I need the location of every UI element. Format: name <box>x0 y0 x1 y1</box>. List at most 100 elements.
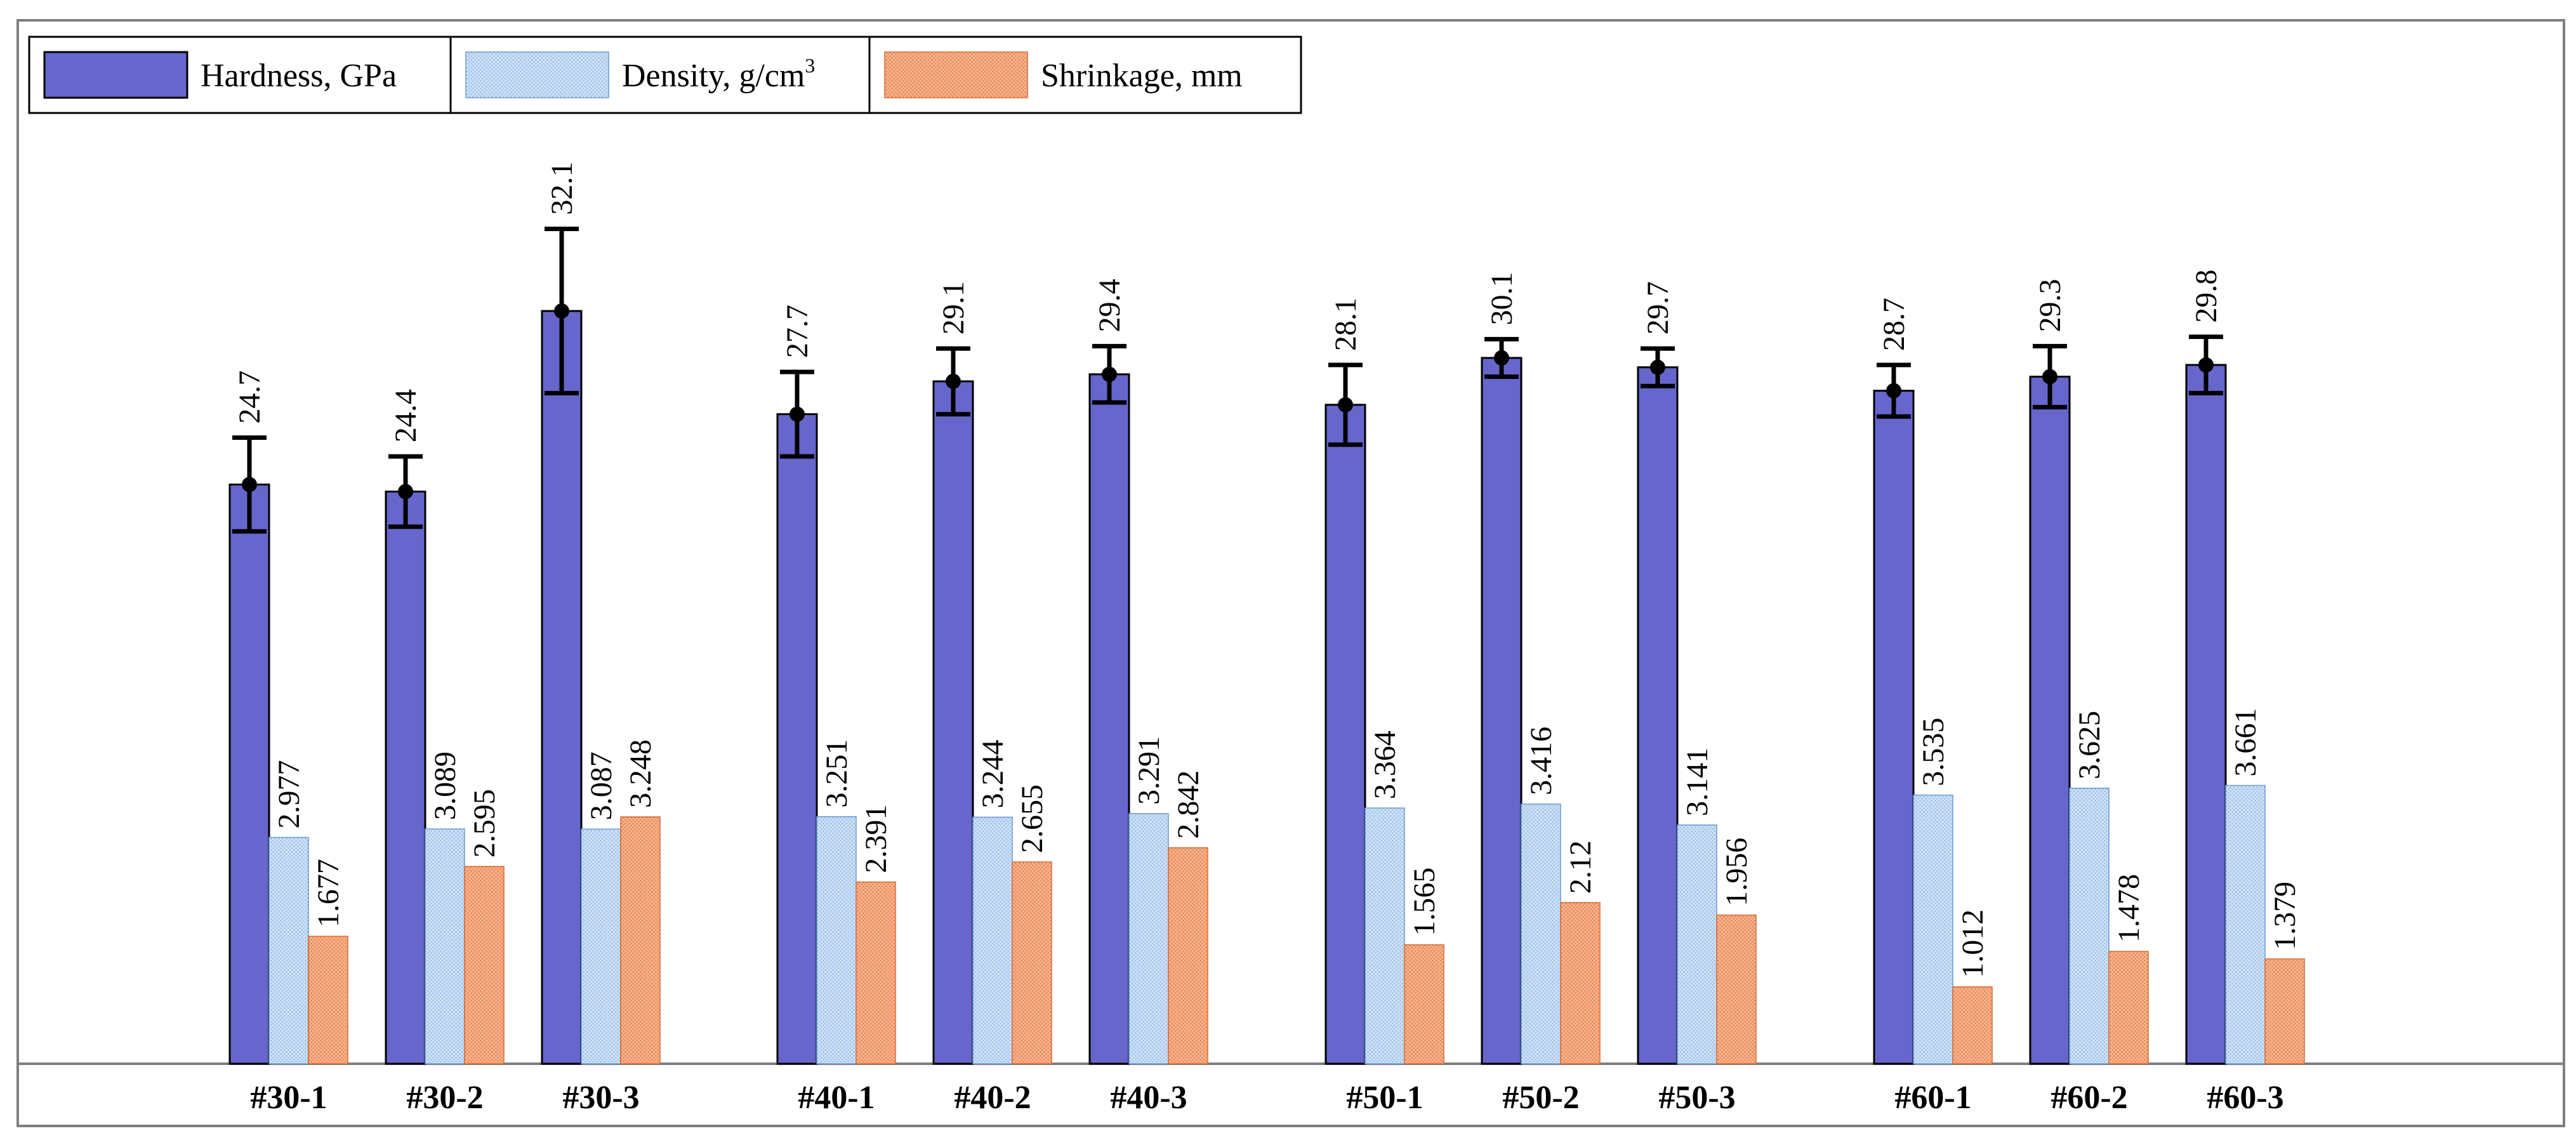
bar-hardness-50-1 <box>1324 404 1366 1065</box>
data-label-density-40-2: 3.244 <box>976 739 1010 808</box>
legend-item-density: Density, g/cm3 <box>449 36 871 114</box>
bar-hardness-60-3 <box>2185 364 2227 1065</box>
legend-label: Hardness, GPa <box>201 58 397 94</box>
data-label-hardness-30-3: 32.1 <box>545 162 579 215</box>
bar-hardness-40-2 <box>932 380 974 1065</box>
mean-marker-30-3 <box>554 303 569 319</box>
data-label-density-30-3: 3.087 <box>585 751 618 820</box>
data-label-shrinkage-30-3: 3.248 <box>624 739 657 808</box>
bar-hardness-40-3 <box>1088 373 1130 1065</box>
bar-density-50-1 <box>1364 807 1405 1064</box>
data-label-hardness-40-2: 29.1 <box>937 281 970 334</box>
data-label-density-30-1: 2.977 <box>272 760 306 828</box>
bar-density-60-2 <box>2069 788 2110 1064</box>
bar-density-50-2 <box>1521 804 1561 1064</box>
bar-density-60-1 <box>1913 794 1953 1064</box>
legend-label: Density, g/cm3 <box>622 54 815 94</box>
data-label-hardness-50-3: 29.7 <box>1641 281 1675 334</box>
bar-density-40-3 <box>1128 813 1169 1064</box>
chart-frame <box>17 19 2565 1127</box>
mean-marker-40-1 <box>789 406 805 422</box>
data-label-hardness-30-1: 24.7 <box>233 371 267 424</box>
x-tick-label-40-2: #40-2 <box>954 1080 1031 1116</box>
bar-hardness-30-1 <box>228 483 270 1065</box>
data-label-shrinkage-50-2: 2.12 <box>1564 840 1597 894</box>
bar-shrinkage-30-3 <box>620 816 661 1064</box>
x-tick-label-30-3: #30-3 <box>562 1080 639 1116</box>
legend-label-superscript: 3 <box>805 54 815 77</box>
bar-hardness-60-1 <box>1873 390 1915 1065</box>
mean-marker-50-3 <box>1650 359 1665 375</box>
bar-shrinkage-60-2 <box>2108 951 2149 1064</box>
bar-density-30-3 <box>581 828 621 1064</box>
data-label-shrinkage-30-2: 2.595 <box>468 789 501 857</box>
x-tick-label-40-3: #40-3 <box>1110 1080 1187 1116</box>
data-label-density-50-3: 3.141 <box>1681 748 1714 816</box>
data-label-hardness-60-2: 29.3 <box>2033 279 2067 332</box>
data-label-hardness-50-2: 30.1 <box>1485 272 1519 325</box>
bar-hardness-60-2 <box>2029 375 2071 1065</box>
bar-shrinkage-60-3 <box>2264 958 2305 1064</box>
bar-shrinkage-50-1 <box>1404 944 1444 1064</box>
bar-shrinkage-40-1 <box>855 881 896 1064</box>
data-label-shrinkage-40-2: 2.655 <box>1015 784 1049 853</box>
bar-shrinkage-40-3 <box>1168 847 1208 1064</box>
data-label-shrinkage-60-2: 1.478 <box>2112 874 2146 943</box>
x-tick-label-30-1: #30-1 <box>250 1080 327 1116</box>
data-label-density-50-1: 3.364 <box>1368 731 1402 799</box>
data-label-density-60-1: 3.535 <box>1917 718 1950 786</box>
data-label-hardness-60-1: 28.7 <box>1877 298 1911 351</box>
bar-hardness-30-3 <box>541 310 583 1065</box>
x-tick-label-60-2: #60-2 <box>2051 1080 2127 1116</box>
legend-item-hardness: Hardness, GPa <box>28 36 452 114</box>
data-label-shrinkage-40-3: 2.842 <box>1172 771 1205 839</box>
bar-density-50-3 <box>1677 824 1717 1064</box>
data-label-hardness-60-3: 29.8 <box>2190 270 2223 323</box>
bar-hardness-30-2 <box>385 490 426 1065</box>
mean-marker-50-1 <box>1338 397 1353 413</box>
data-label-shrinkage-60-1: 1.012 <box>1956 910 1990 978</box>
data-label-density-50-2: 3.416 <box>1524 727 1558 795</box>
data-label-density-60-3: 3.661 <box>2229 708 2262 777</box>
legend-swatch <box>884 51 1028 98</box>
bar-density-40-2 <box>972 816 1013 1064</box>
bar-density-30-1 <box>268 837 309 1064</box>
x-tick-label-60-1: #60-1 <box>1894 1080 1971 1116</box>
bar-density-30-2 <box>425 828 465 1064</box>
mean-marker-30-1 <box>242 477 257 493</box>
legend-swatch <box>465 51 609 98</box>
mean-marker-60-3 <box>2198 357 2214 373</box>
bar-shrinkage-60-1 <box>1952 986 1993 1064</box>
mean-marker-60-1 <box>1886 383 1901 399</box>
bar-hardness-50-2 <box>1481 357 1522 1065</box>
data-label-density-40-1: 3.251 <box>820 739 854 808</box>
data-label-hardness-50-1: 28.1 <box>1329 298 1363 351</box>
bar-shrinkage-30-1 <box>308 936 348 1064</box>
data-label-density-60-2: 3.625 <box>2073 711 2106 779</box>
bar-hardness-40-1 <box>776 413 818 1065</box>
legend-item-shrinkage: Shrinkage, mm <box>868 36 1302 114</box>
data-label-shrinkage-30-1: 1.677 <box>312 859 345 927</box>
data-label-density-30-2: 3.089 <box>428 751 462 820</box>
bar-density-40-1 <box>816 816 857 1064</box>
data-label-hardness-30-2: 24.4 <box>389 389 423 442</box>
data-label-shrinkage-50-3: 1.956 <box>1720 838 1754 906</box>
mean-marker-60-2 <box>2042 369 2057 385</box>
x-tick-label-60-3: #60-3 <box>2207 1080 2283 1116</box>
legend-swatch <box>43 51 188 99</box>
data-label-hardness-40-3: 29.4 <box>1093 279 1126 332</box>
bar-density-60-3 <box>2225 784 2266 1064</box>
bar-shrinkage-50-2 <box>1560 902 1601 1064</box>
bar-hardness-50-3 <box>1637 366 1679 1065</box>
bar-shrinkage-40-2 <box>1012 861 1052 1064</box>
mean-marker-30-2 <box>398 484 413 500</box>
data-label-shrinkage-40-1: 2.391 <box>859 805 893 873</box>
legend-label: Shrinkage, mm <box>1041 58 1243 94</box>
x-tick-label-50-3: #50-3 <box>1658 1080 1735 1116</box>
data-label-shrinkage-50-1: 1.565 <box>1408 868 1441 936</box>
bar-shrinkage-30-2 <box>464 866 505 1064</box>
x-tick-label-30-2: #30-2 <box>406 1080 483 1116</box>
mean-marker-40-2 <box>946 373 961 389</box>
data-label-density-40-3: 3.291 <box>1132 736 1166 805</box>
